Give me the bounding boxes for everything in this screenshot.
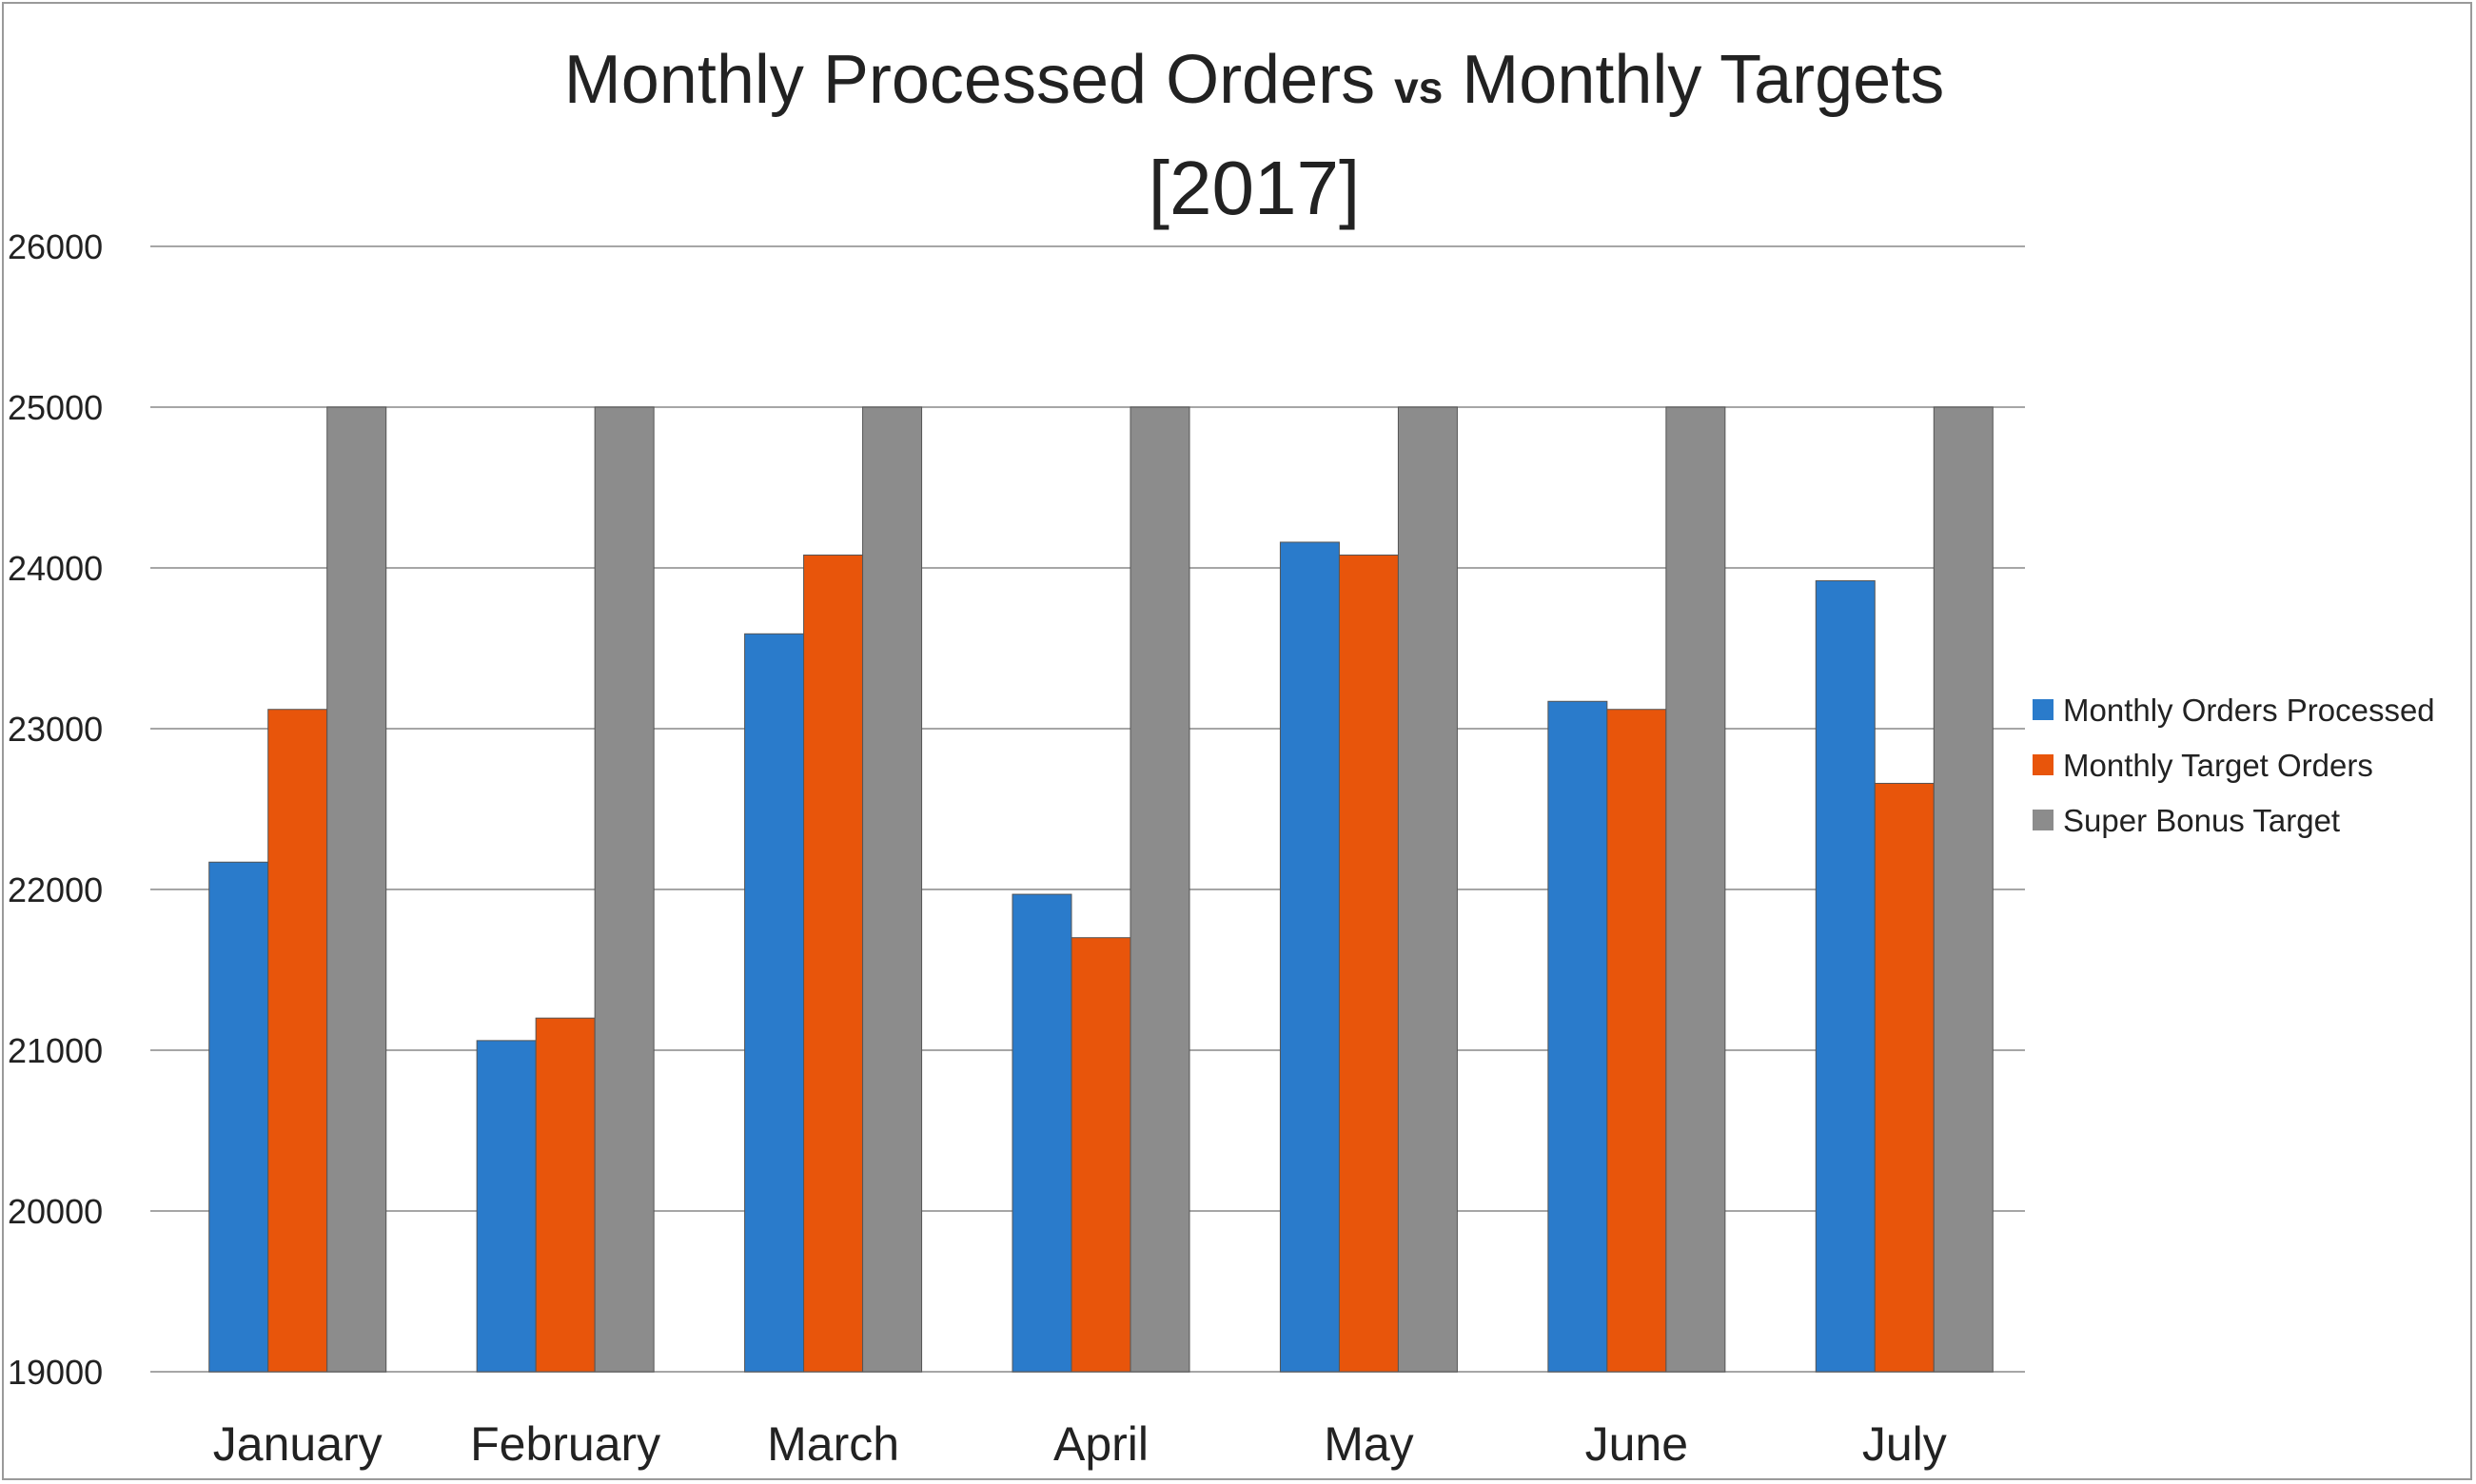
bar-super-bonus-target-january xyxy=(326,406,387,1373)
y-tick-label: 19000 xyxy=(8,1353,103,1392)
y-tick-label: 21000 xyxy=(8,1031,103,1070)
bar-super-bonus-target-june xyxy=(1665,406,1726,1373)
bar-monthly-orders-processed-june xyxy=(1547,700,1608,1373)
y-axis: 19000 20000 21000 22000 23000 24000 25000 26000 xyxy=(8,227,103,1392)
bar-monthly-target-orders-june xyxy=(1606,709,1667,1373)
y-tick-label: 20000 xyxy=(8,1192,103,1231)
y-tick-label: 22000 xyxy=(8,870,103,909)
bar-monthly-target-orders-may xyxy=(1338,554,1399,1373)
bar-super-bonus-target-july xyxy=(1933,406,1994,1373)
legend-swatch xyxy=(2033,810,2054,830)
y-tick-label: 23000 xyxy=(8,710,103,749)
title-part-1: Monthly Processed Orders xyxy=(564,42,1394,118)
y-tick-label: 26000 xyxy=(8,227,103,266)
bar-monthly-orders-processed-january xyxy=(208,861,269,1373)
y-tick-label: 25000 xyxy=(8,388,103,427)
title-part-2: Monthly Targets xyxy=(1443,42,1944,118)
bar-monthly-orders-processed-april xyxy=(1012,893,1072,1373)
legend-swatch xyxy=(2033,699,2054,720)
legend: Monthly Orders Processed Monthly Target O… xyxy=(2033,693,2435,838)
bar-monthly-target-orders-march xyxy=(803,554,864,1373)
x-tick-label: February xyxy=(470,1417,660,1471)
x-axis: January February March April May June July xyxy=(213,1417,1947,1471)
x-tick-label: May xyxy=(1324,1417,1413,1471)
bar-monthly-orders-processed-july xyxy=(1815,580,1876,1373)
chart-subtitle: [2017] xyxy=(1149,146,1360,230)
y-tick-label: 24000 xyxy=(8,549,103,588)
x-tick-label: March xyxy=(767,1417,899,1471)
bar-super-bonus-target-march xyxy=(862,406,923,1373)
bar-monthly-target-orders-april xyxy=(1071,937,1131,1373)
bar-monthly-orders-processed-february xyxy=(476,1040,537,1373)
bar-super-bonus-target-may xyxy=(1397,406,1458,1373)
bar-monthly-target-orders-february xyxy=(535,1017,596,1373)
x-tick-label: April xyxy=(1053,1417,1149,1471)
x-tick-label: June xyxy=(1585,1417,1688,1471)
legend-label: Monthly Target Orders xyxy=(2063,748,2373,783)
x-tick-label: July xyxy=(1862,1417,1947,1471)
legend-swatch xyxy=(2033,754,2054,775)
bar-monthly-target-orders-january xyxy=(267,709,328,1373)
bars xyxy=(208,406,1994,1373)
bar-monthly-orders-processed-may xyxy=(1279,541,1340,1373)
title-part-vs: vs xyxy=(1394,63,1443,112)
chart-title: Monthly Processed Orders vs Monthly Targ… xyxy=(564,42,1944,118)
legend-label: Super Bonus Target xyxy=(2063,803,2340,838)
bar-super-bonus-target-february xyxy=(594,406,655,1373)
legend-label: Monthly Orders Processed xyxy=(2063,693,2435,728)
x-tick-label: January xyxy=(213,1417,383,1471)
bar-monthly-orders-processed-march xyxy=(744,633,805,1373)
bar-super-bonus-target-april xyxy=(1130,406,1190,1373)
bar-monthly-target-orders-july xyxy=(1874,782,1935,1373)
